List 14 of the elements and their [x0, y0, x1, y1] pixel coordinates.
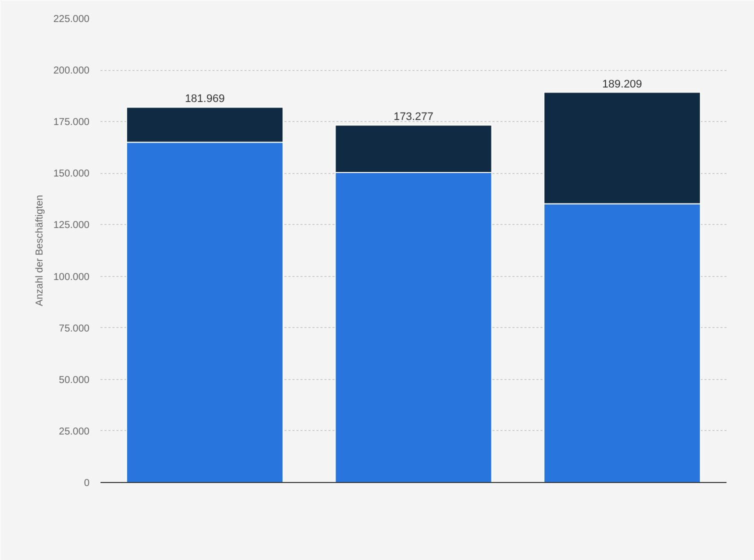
y-tick-label: 25.000	[58, 426, 90, 438]
y-tick-label: 225.000	[53, 14, 90, 25]
y-tick-label: 200.000	[53, 66, 90, 77]
y-tick-label: 150.000	[53, 168, 90, 180]
y-tick-label: 0	[84, 478, 90, 489]
y-tick-label: 100.000	[53, 272, 90, 283]
total-label: 181.969	[184, 93, 225, 106]
y-tick-label: 125.000	[53, 220, 90, 232]
total-label: 173.277	[394, 111, 434, 124]
total-label: 189.209	[602, 78, 642, 90]
y-tick-label: 50.000	[58, 374, 90, 386]
y-tick-label: 175.000	[53, 117, 90, 128]
y-axis-title: Anzahl der Beschäftigten	[34, 194, 46, 306]
y-tick-label: 75.000	[58, 323, 90, 334]
